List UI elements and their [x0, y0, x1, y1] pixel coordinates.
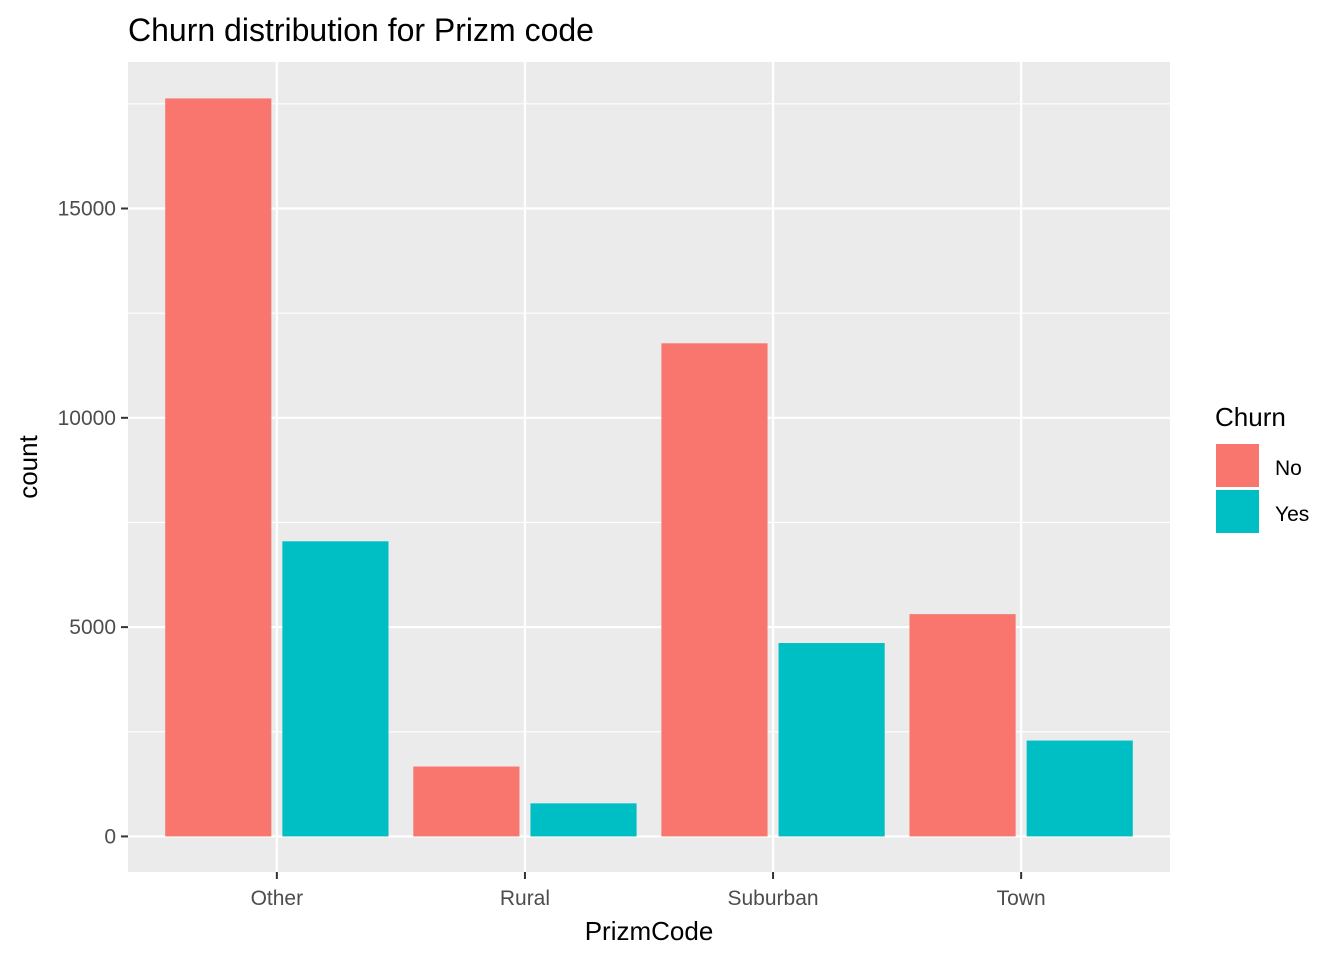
y-axis: 0 5000 10000 15000	[58, 198, 128, 848]
bar-town-no	[909, 614, 1016, 837]
legend-label-no: No	[1275, 457, 1302, 480]
x-axis: Other Rural Suburban Town	[251, 872, 1046, 910]
x-tick-label-other: Other	[251, 887, 304, 910]
major-gridlines	[128, 62, 1170, 872]
bar-rural-no	[413, 766, 520, 837]
legend-key-yes	[1216, 490, 1259, 533]
x-axis-title: PrizmCode	[585, 916, 714, 946]
bar-other-no	[165, 98, 272, 837]
legend-key-no	[1216, 444, 1259, 487]
bars	[165, 98, 1133, 837]
y-tick-label-2: 10000	[58, 407, 116, 430]
chart-title: Churn distribution for Prizm code	[128, 12, 594, 48]
bar-suburban-no	[661, 343, 768, 837]
y-tick-label-1: 5000	[69, 616, 116, 639]
bar-other-yes	[282, 541, 389, 837]
bar-rural-yes	[530, 803, 637, 837]
x-tick-label-town: Town	[997, 887, 1046, 910]
y-tick-label-3: 15000	[58, 198, 116, 221]
bar-town-yes	[1026, 740, 1133, 837]
legend: Churn No Yes	[1215, 402, 1309, 533]
legend-title: Churn	[1215, 402, 1286, 432]
y-tick-label-0: 0	[104, 825, 116, 848]
x-tick-label-suburban: Suburban	[728, 887, 819, 910]
y-axis-title: count	[13, 434, 43, 498]
bar-suburban-yes	[778, 643, 885, 837]
x-tick-label-rural: Rural	[500, 887, 550, 910]
legend-label-yes: Yes	[1275, 503, 1309, 526]
